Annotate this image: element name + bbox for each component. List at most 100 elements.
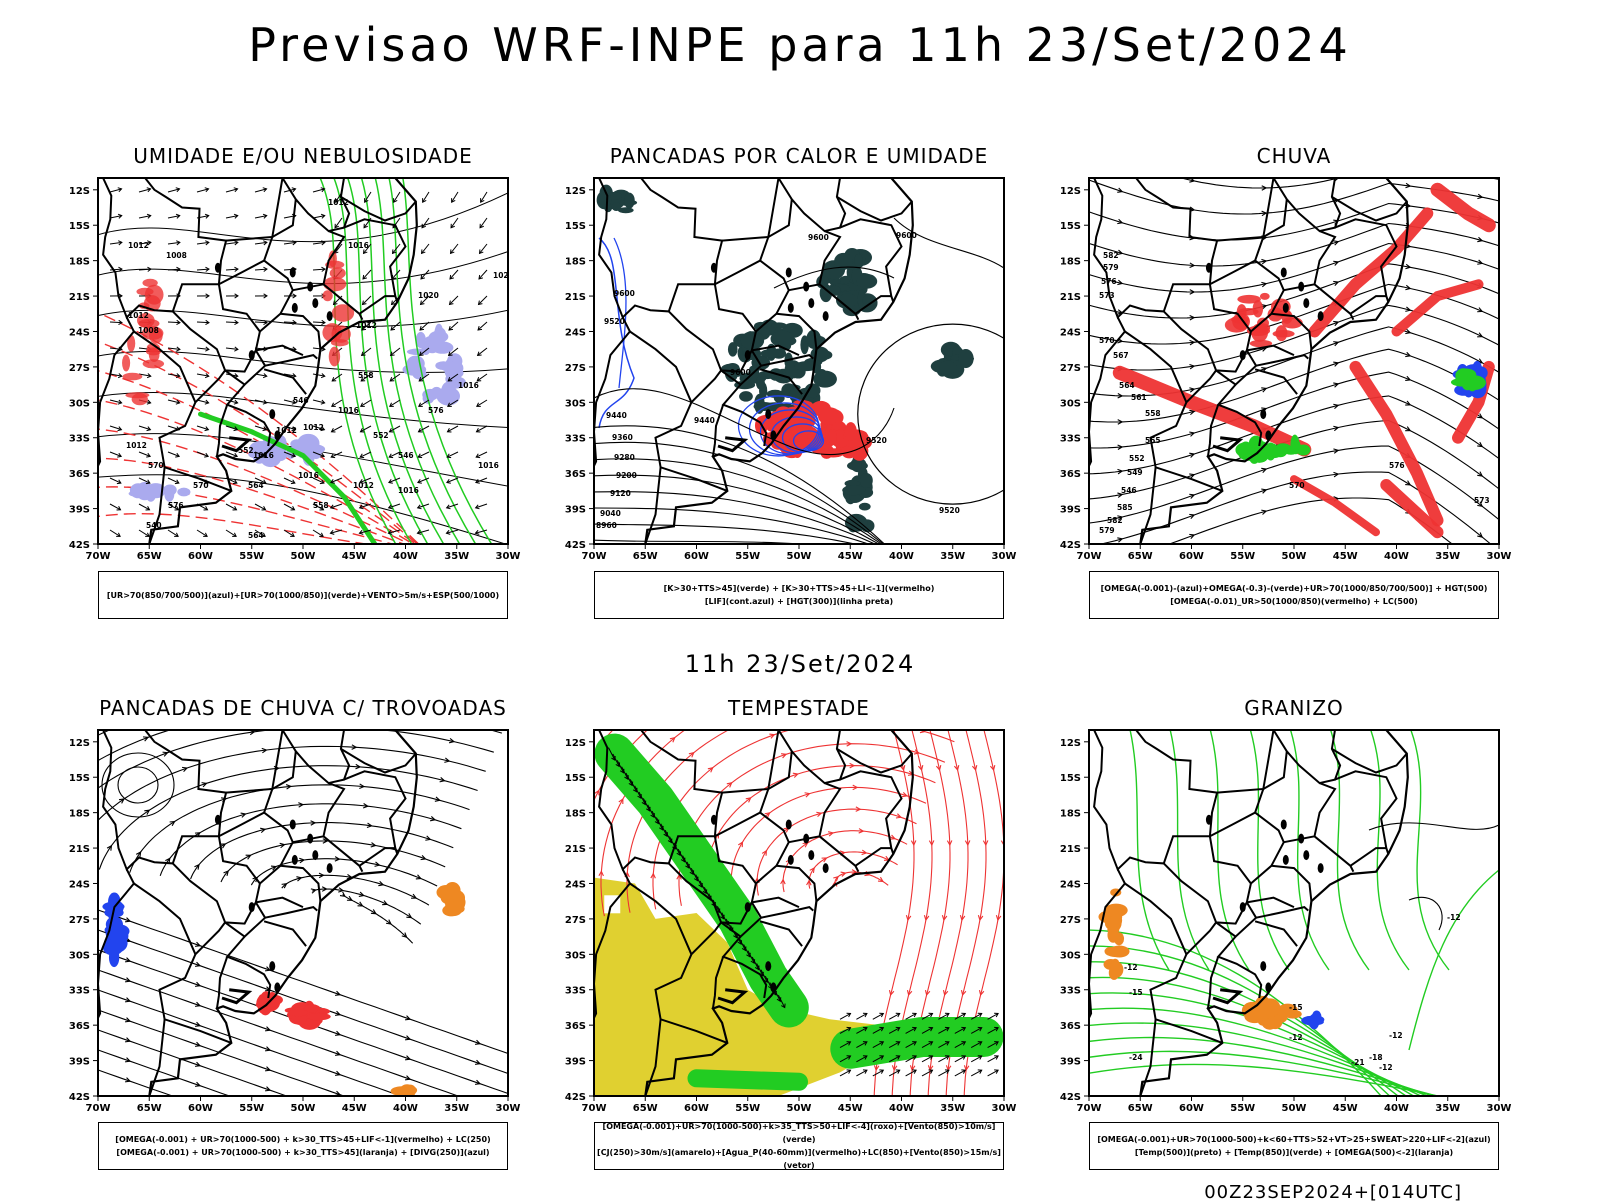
contour-label: 1016 [458,381,479,390]
humidity-mid-level [135,485,147,497]
lat-tick-label: 18S [565,809,586,820]
forecast-map-panel: 5825795765735705675645615585555525495465… [1089,178,1499,544]
lon-tick-label: 65W [1128,1103,1153,1114]
contour-label: 582 [1107,516,1123,525]
lon-tick-label: 45W [1333,1103,1358,1114]
lon-tick-label: 50W [787,1103,812,1114]
lat-tick-label: 18S [69,257,90,268]
contour-label: 552 [1129,454,1145,463]
contour-label: 558 [358,371,374,380]
contour-label: 9360 [612,433,633,442]
hail-candidate-area [444,882,460,899]
omega-500-area [1249,1009,1271,1020]
lake-marker [765,961,771,971]
lake-marker [711,815,717,825]
lake-marker [823,863,829,873]
contour-label: 9440 [694,416,715,425]
contour-label: 573 [1474,496,1490,505]
lat-tick-label: 33S [1060,986,1081,997]
instability-region [754,402,775,411]
contour-label: 1020 [493,271,514,280]
panel-title: UMIDADE E/OU NEBULOSIDADE [78,144,528,168]
contour-label: 546 [398,451,414,460]
lon-tick-label: 30W [1487,1103,1512,1114]
lake-marker [1303,298,1309,308]
lon-tick-label: 60W [684,551,709,562]
lat-tick-label: 30S [1060,950,1081,961]
lake-marker [290,819,296,829]
contour-label: 1008 [166,251,187,260]
lon-tick-label: 50W [291,1103,316,1114]
lon-tick-label: 40W [889,1103,914,1114]
forecast-time-label: 11h 23/Set/2024 [0,650,1600,678]
lake-marker [1318,311,1324,321]
lat-tick-label: 42S [565,540,586,551]
streamline-arrowhead [340,686,344,691]
contour-label: -15 [1289,1003,1303,1012]
lon-tick-label: 45W [342,551,367,562]
lake-marker [1260,409,1266,419]
lake-marker [808,298,814,308]
contour-label: 1012 [303,423,324,432]
lon-tick-label: 65W [633,1103,658,1114]
lon-tick-label: 65W [137,1103,162,1114]
contour-label: 9040 [600,509,621,518]
panel-title: PANCADAS DE CHUVA C/ TROVOADAS [78,696,528,720]
contour-label: 558 [1145,409,1161,418]
wind-vector [313,322,325,323]
contour-label: -12 [1289,1033,1303,1042]
lat-tick-label: 42S [69,540,90,551]
lon-tick-label: 50W [1282,1103,1307,1114]
lake-marker [274,982,280,992]
legend-line: [LIF](cont.azul) + [HGT(300)](linha pret… [595,595,1003,608]
contour-label: 8960 [596,521,617,530]
lake-marker [269,409,275,419]
contour-label: 576 [1389,461,1405,470]
lon-tick-label: 45W [838,551,863,562]
lake-marker [1303,850,1309,860]
instability-region [939,361,957,374]
streamline-arrowhead [20,827,24,832]
streamline-arrowhead [49,833,53,838]
instability-region [728,342,738,357]
lon-tick-label: 65W [137,551,162,562]
lon-tick-label: 70W [1077,551,1102,562]
contour-label: 9440 [606,411,627,420]
contour-label: -12 [1389,1031,1403,1040]
lat-tick-label: 30S [1060,398,1081,409]
contour-label: 9520 [939,506,960,515]
lat-tick-label: 27S [565,363,586,374]
lat-tick-label: 30S [565,398,586,409]
contour-label: 564 [248,481,264,490]
lon-tick-label: 40W [393,551,418,562]
lat-tick-label: 21S [565,292,586,303]
main-title: Previsao WRF-INPE para 11h 23/Set/2024 [0,18,1600,72]
lake-marker [249,902,255,912]
panel-title: GRANIZO [1069,696,1519,720]
panel-title: CHUVA [1069,144,1519,168]
streamline-arrowhead [843,720,848,725]
lat-tick-label: 39S [1060,505,1081,516]
lon-tick-label: 35W [444,551,469,562]
lat-tick-label: 15S [69,773,90,784]
instability-region [859,503,871,511]
contour-label: 582 [1103,251,1119,260]
lake-marker [312,850,318,860]
unstable-region [828,429,837,445]
lat-tick-label: 27S [1060,363,1081,374]
lon-tick-label: 55W [1230,1103,1255,1114]
rain-band [1273,330,1295,338]
lat-tick-label: 27S [69,363,90,374]
lat-tick-label: 24S [69,879,90,890]
legend-line: [Temp(500)](preto) + [Temp(850)](verde) … [1090,1146,1498,1159]
red-label-cluster [123,373,143,381]
lake-marker [788,855,794,865]
rain-band [1260,293,1270,300]
contour-label: 576 [168,501,184,510]
lat-tick-label: 24S [1060,879,1081,890]
lake-marker [1283,855,1289,865]
lon-tick-label: 40W [1384,1103,1409,1114]
lat-tick-label: 36S [1060,469,1081,480]
